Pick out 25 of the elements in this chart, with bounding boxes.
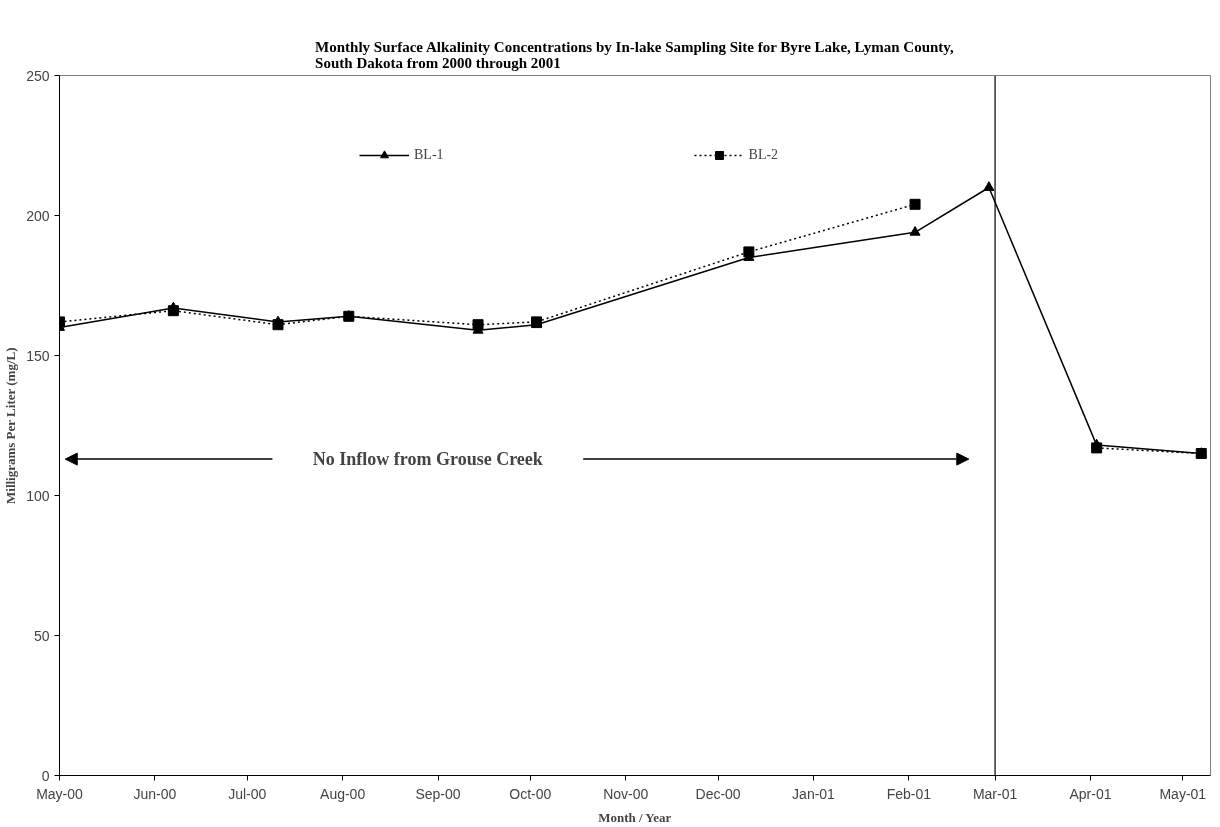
x-tick-label: Aug-00 — [320, 785, 366, 802]
x-tick-label: Feb-01 — [886, 785, 932, 802]
x-tick-label: May-00 — [36, 785, 84, 802]
legend-label: BL-2 — [748, 147, 779, 163]
x-tick-label: Nov-00 — [603, 785, 649, 802]
y-tick-label: 100 — [26, 487, 50, 504]
x-tick-label: Oct-00 — [509, 785, 552, 802]
y-tick-label: 250 — [26, 67, 50, 84]
y-tick-label: 50 — [33, 627, 50, 644]
y-tick-label: 0 — [41, 767, 50, 784]
x-axis-title: Month / Year — [598, 809, 672, 825]
x-tick-label: Jul-00 — [228, 785, 267, 802]
y-tick-label: 200 — [26, 207, 50, 224]
y-tick-label: 150 — [26, 347, 50, 364]
chart-title: Monthly Surface Alkalinity Concentrations by In-lake Sampling Site for Byre Lake, Lyman County, South Dakota from 2000 through 2001 — [315, 38, 955, 71]
x-tick-label: Jun-00 — [133, 785, 177, 802]
x-tick-label: Jan-01 — [792, 785, 836, 802]
x-tick-label: Dec-00 — [695, 785, 741, 802]
x-tick-label: Sep-00 — [415, 785, 461, 802]
x-tick-label: Apr-01 — [1069, 785, 1112, 802]
x-tick-label: May-01 — [1159, 785, 1207, 802]
annotation: No Inflow from Grouse Creek — [312, 449, 543, 470]
x-tick-label: Mar-01 — [972, 785, 1018, 802]
legend-label: BL-1 — [414, 147, 444, 163]
y-axis-title: Milligrams Per Liter (mg/L) — [3, 347, 19, 505]
